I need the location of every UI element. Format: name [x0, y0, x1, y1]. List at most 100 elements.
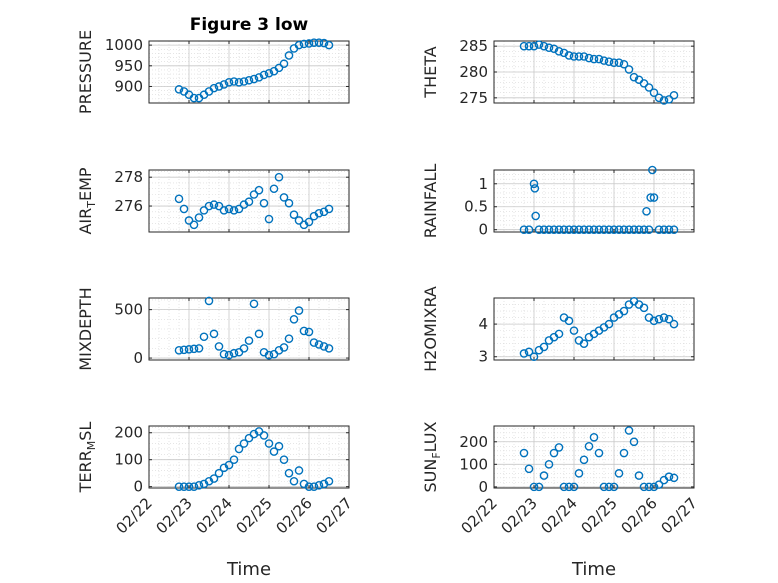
data-point — [254, 185, 264, 195]
data-point — [584, 441, 594, 451]
y-tick-label: 500 — [114, 301, 143, 319]
data-point — [229, 455, 239, 464]
data-point — [634, 225, 644, 235]
x-axis-label-left: Time — [226, 559, 271, 580]
data-point — [544, 225, 554, 235]
data-point — [209, 329, 219, 339]
y-tick-label: 0 — [478, 478, 488, 496]
data-point — [569, 225, 579, 235]
data-point — [259, 70, 269, 80]
data-point — [289, 315, 299, 324]
data-point — [324, 476, 334, 486]
data-point — [249, 190, 259, 199]
data-point — [524, 347, 534, 357]
data-point — [649, 193, 659, 202]
data-point — [269, 184, 279, 194]
data-point — [314, 340, 324, 349]
data-point — [229, 206, 239, 215]
data-point — [199, 206, 209, 215]
y-tick-label: 1000 — [105, 36, 143, 54]
data-point — [614, 225, 624, 235]
data-point — [299, 326, 309, 336]
data-point — [614, 469, 624, 478]
data-point — [524, 464, 534, 474]
data-point — [554, 329, 564, 339]
data-point — [309, 338, 319, 347]
y-tick-label: 0 — [133, 349, 143, 367]
data-point — [224, 78, 234, 87]
data-point — [264, 214, 274, 224]
data-point — [229, 348, 239, 358]
data-point — [579, 339, 589, 348]
data-point — [534, 482, 544, 492]
data-point — [254, 73, 264, 82]
y-tick-label: 200 — [459, 433, 488, 451]
panel-2: 275 280 285 THETA — [421, 37, 695, 107]
data-point — [539, 225, 549, 235]
data-point — [639, 79, 649, 88]
panel-5: 0 500 MIXDEPTH — [76, 287, 350, 371]
data-point — [609, 225, 619, 235]
data-point — [274, 63, 284, 73]
data-point — [574, 52, 584, 61]
y-axis-label: TERRMSL — [76, 422, 98, 494]
data-point — [664, 314, 674, 324]
data-point — [639, 225, 649, 235]
data-point — [274, 441, 284, 451]
data-point — [209, 474, 219, 483]
y-axis-label: PRESSURE — [76, 30, 95, 114]
data-point — [319, 342, 329, 351]
data-point — [294, 40, 304, 50]
data-point — [284, 468, 294, 478]
data-point — [639, 303, 649, 313]
data-point — [294, 466, 304, 475]
data-point — [289, 210, 299, 219]
data-point — [589, 432, 599, 442]
data-point — [214, 82, 224, 91]
data-point — [531, 211, 540, 221]
data-point — [609, 58, 619, 68]
data-point — [529, 352, 539, 362]
data-point — [669, 473, 679, 483]
data-point — [314, 481, 324, 490]
data-point — [569, 482, 579, 492]
data-point — [264, 439, 274, 448]
data-point — [189, 93, 199, 103]
data-point — [184, 345, 194, 354]
data-point — [544, 460, 554, 469]
data-point — [604, 225, 614, 235]
data-point — [284, 51, 294, 60]
data-point — [574, 469, 584, 478]
x-axis-label-right: Time — [571, 559, 616, 580]
data-point — [594, 225, 604, 235]
data-point — [594, 448, 604, 458]
data-point — [524, 41, 534, 51]
panel-6: 3 4 H2OMIXRA — [421, 286, 695, 372]
data-point — [259, 198, 269, 208]
panel-3: 276 278 AIRTEMP — [76, 167, 350, 235]
data-point — [639, 482, 649, 492]
axes-box — [148, 169, 350, 233]
y-axis-label: SUNFLUX — [421, 421, 443, 492]
data-point — [304, 327, 314, 337]
data-point — [279, 193, 289, 202]
data-point — [519, 448, 529, 458]
axes-box — [148, 297, 350, 361]
data-point — [209, 200, 219, 209]
data-point — [179, 345, 189, 355]
data-point — [184, 482, 194, 491]
data-point — [614, 58, 624, 68]
data-point — [654, 314, 664, 324]
data-point — [174, 194, 184, 204]
data-point — [619, 306, 629, 316]
y-tick-label: 278 — [114, 168, 143, 186]
data-point — [554, 443, 564, 452]
y-tick-label: 100 — [459, 455, 488, 473]
data-point — [244, 336, 254, 345]
data-point — [224, 460, 234, 470]
data-point — [319, 38, 329, 48]
data-point — [274, 172, 284, 182]
data-point — [599, 56, 609, 65]
data-point — [179, 482, 189, 491]
data-point — [214, 342, 224, 351]
